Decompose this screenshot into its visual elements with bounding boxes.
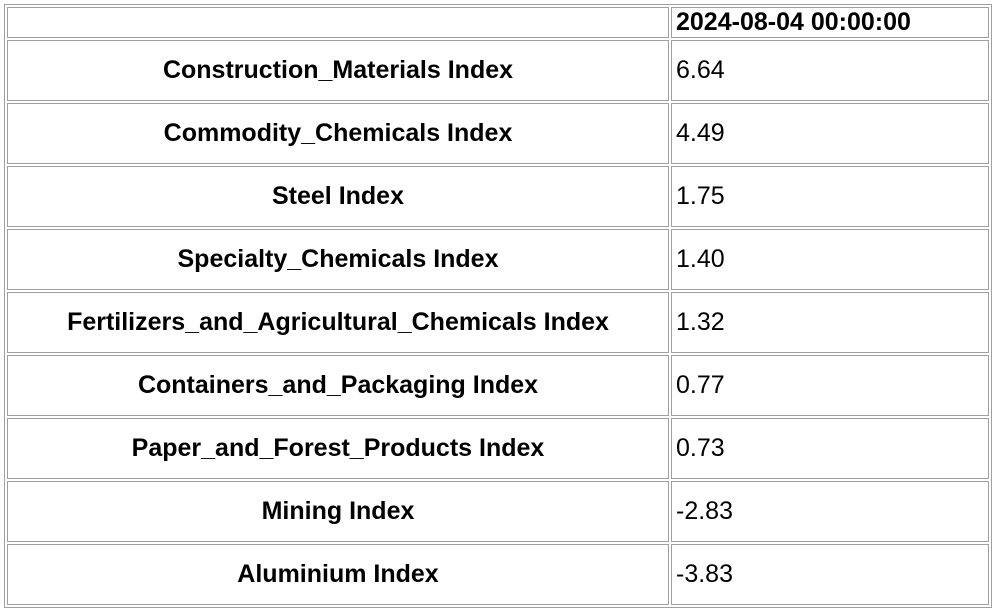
row-label: Containers_and_Packaging Index (7, 355, 669, 416)
row-label: Specialty_Chemicals Index (7, 229, 669, 290)
value-cell: 4.49 (671, 103, 989, 164)
data-table: 2024-08-04 00:00:00 Construction_Materia… (4, 4, 992, 608)
row-label: Fertilizers_and_Agricultural_Chemicals I… (7, 292, 669, 353)
row-label: Aluminium Index (7, 544, 669, 605)
row-label: Steel Index (7, 166, 669, 227)
row-label: Paper_and_Forest_Products Index (7, 418, 669, 479)
table-row: Fertilizers_and_Agricultural_Chemicals I… (7, 292, 989, 353)
value-cell: 1.75 (671, 166, 989, 227)
row-label: Commodity_Chemicals Index (7, 103, 669, 164)
corner-cell (7, 7, 669, 38)
value-cell: -2.83 (671, 481, 989, 542)
table-row: Mining Index -2.83 (7, 481, 989, 542)
column-header: 2024-08-04 00:00:00 (671, 7, 989, 38)
table-row: Containers_and_Packaging Index 0.77 (7, 355, 989, 416)
table-row: Aluminium Index -3.83 (7, 544, 989, 605)
table-row: Specialty_Chemicals Index 1.40 (7, 229, 989, 290)
value-cell: -3.83 (671, 544, 989, 605)
row-label: Construction_Materials Index (7, 40, 669, 101)
header-row: 2024-08-04 00:00:00 (7, 7, 989, 38)
value-cell: 0.77 (671, 355, 989, 416)
table-row: Paper_and_Forest_Products Index 0.73 (7, 418, 989, 479)
value-cell: 0.73 (671, 418, 989, 479)
table-row: Steel Index 1.75 (7, 166, 989, 227)
value-cell: 1.40 (671, 229, 989, 290)
table-row: Construction_Materials Index 6.64 (7, 40, 989, 101)
table-row: Commodity_Chemicals Index 4.49 (7, 103, 989, 164)
row-label: Mining Index (7, 481, 669, 542)
value-cell: 6.64 (671, 40, 989, 101)
value-cell: 1.32 (671, 292, 989, 353)
